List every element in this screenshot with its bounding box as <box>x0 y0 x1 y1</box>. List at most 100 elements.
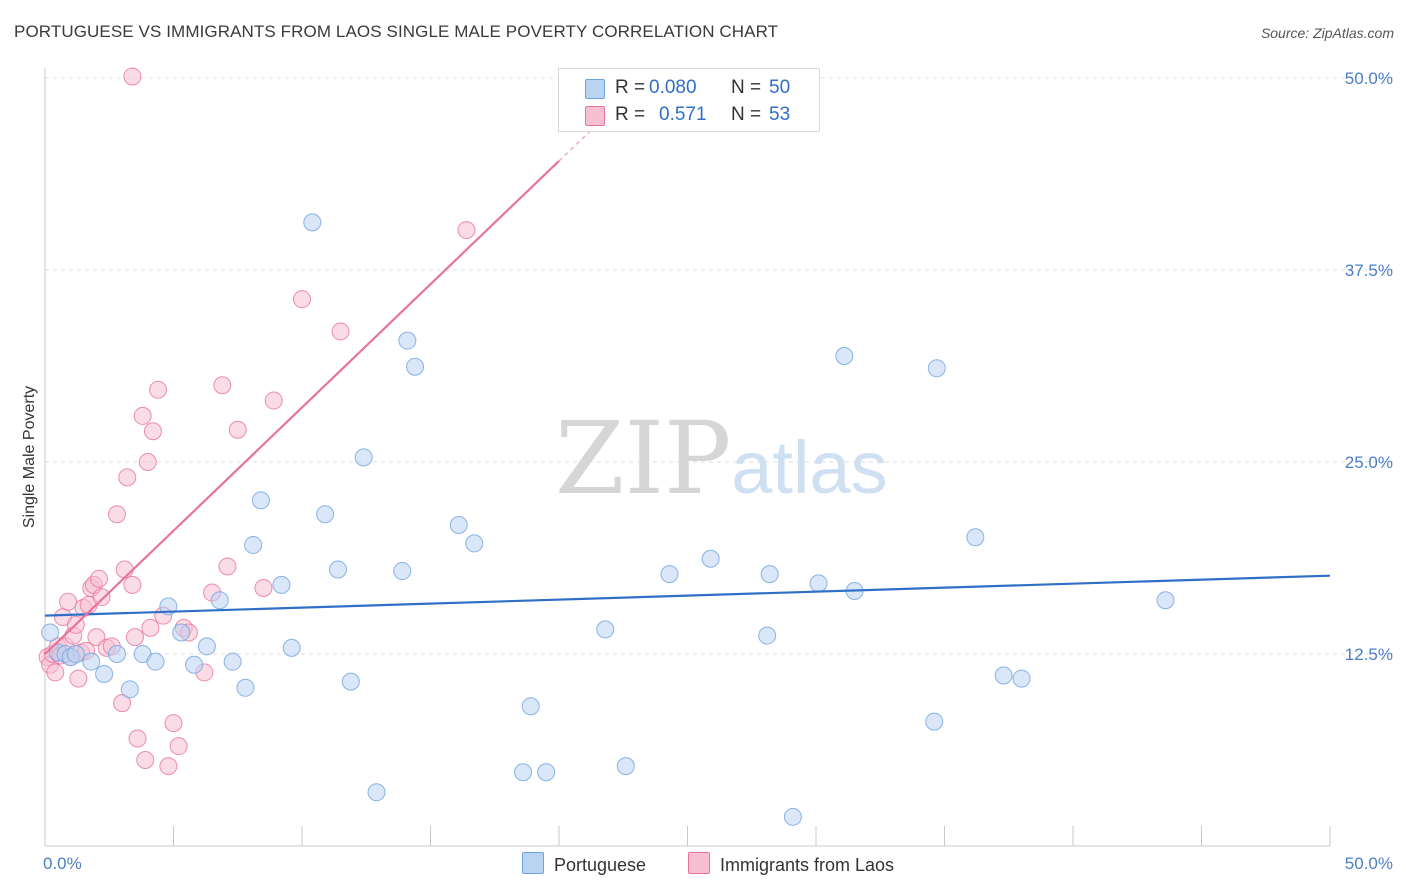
point-portuguese <box>701 549 720 568</box>
point-laos <box>59 592 78 611</box>
point-portuguese <box>367 783 386 802</box>
point-portuguese <box>185 655 204 674</box>
r-value: 0.571 <box>659 104 707 125</box>
point-portuguese <box>1156 591 1175 610</box>
trendline-laos <box>44 160 560 655</box>
point-portuguese <box>303 213 322 232</box>
point-portuguese <box>616 757 635 776</box>
point-portuguese <box>107 645 126 663</box>
trend-lines <box>44 123 1331 655</box>
point-portuguese <box>966 528 985 547</box>
point-portuguese <box>809 574 828 593</box>
tick-labels: 12.5% 25.0% 37.5% 50.0% 0.0% 50.0% <box>43 69 1393 873</box>
point-laos <box>115 560 134 579</box>
point-laos <box>293 290 311 309</box>
legend-item-laos[interactable]: Immigrants from Laos <box>688 852 894 876</box>
point-portuguese <box>465 534 484 553</box>
legend-swatch-laos <box>688 852 710 874</box>
r-label: R = <box>615 104 646 125</box>
y-tick-label: 37.5% <box>1345 261 1393 280</box>
point-portuguese <box>398 331 417 350</box>
point-portuguese <box>146 652 165 671</box>
point-laos <box>118 468 137 487</box>
stats-legend: R = 0.080 N = 50 R = 0.571 N = 53 <box>558 68 820 132</box>
point-laos <box>218 557 237 576</box>
point-portuguese <box>282 638 301 657</box>
x-tick-label: 0.0% <box>43 854 82 873</box>
point-portuguese <box>1012 669 1031 688</box>
series-portuguese-points <box>41 213 1175 826</box>
r-value: 0.080 <box>649 77 697 98</box>
point-laos <box>138 453 157 471</box>
point-portuguese <box>41 623 60 642</box>
r-label: R = <box>615 77 646 98</box>
point-portuguese <box>758 626 777 645</box>
point-laos <box>169 737 188 756</box>
y-tick-label: 12.5% <box>1345 645 1393 664</box>
point-portuguese <box>925 712 944 731</box>
point-portuguese <box>244 535 263 554</box>
point-laos <box>123 575 142 594</box>
gridlines <box>45 77 1395 655</box>
point-portuguese <box>120 680 139 699</box>
point-portuguese <box>316 505 335 524</box>
point-portuguese <box>514 763 533 782</box>
point-laos <box>457 221 476 240</box>
trendline-portuguese <box>44 574 1331 617</box>
point-laos <box>164 714 183 733</box>
n-value: 50 <box>769 77 791 98</box>
point-laos <box>228 420 247 439</box>
source-label: Source: ZipAtlas.com <box>1260 25 1394 41</box>
n-label: N = <box>731 77 762 98</box>
point-portuguese <box>82 652 101 671</box>
point-portuguese <box>660 565 679 584</box>
point-portuguese <box>521 697 540 716</box>
series-legend: Portuguese Immigrants from Laos <box>0 852 1406 876</box>
y-axis-label: Single Male Poverty <box>21 386 38 528</box>
n-label: N = <box>731 104 762 125</box>
trendline-laos-extension <box>558 123 599 162</box>
legend-label-portuguese: Portuguese <box>554 855 647 875</box>
point-portuguese <box>272 575 291 594</box>
point-laos <box>125 628 144 647</box>
point-portuguese <box>341 672 360 691</box>
point-portuguese <box>251 491 270 510</box>
point-laos <box>123 67 142 86</box>
point-laos <box>141 618 160 637</box>
point-laos <box>331 322 350 341</box>
watermark-zip: ZIP <box>555 400 732 517</box>
point-portuguese <box>66 645 85 663</box>
point-laos <box>264 391 283 410</box>
watermark-atlas: atlas <box>731 426 888 509</box>
point-portuguese <box>994 666 1013 685</box>
point-portuguese <box>172 623 191 642</box>
point-portuguese <box>760 565 779 584</box>
point-laos <box>136 750 155 769</box>
point-portuguese <box>354 448 373 467</box>
swatch-portuguese <box>585 79 605 99</box>
point-laos <box>254 578 273 597</box>
point-portuguese <box>835 347 854 366</box>
legend-item-portuguese[interactable]: Portuguese <box>522 852 646 876</box>
point-portuguese <box>328 560 347 579</box>
point-portuguese <box>596 620 615 639</box>
point-laos <box>143 422 162 441</box>
point-portuguese <box>95 664 114 683</box>
legend-label-laos: Immigrants from Laos <box>720 855 895 875</box>
watermark: ZIPatlas <box>555 400 888 517</box>
point-laos <box>133 406 152 425</box>
point-laos <box>149 380 168 399</box>
point-laos <box>213 376 232 395</box>
point-portuguese <box>927 359 946 378</box>
point-laos <box>46 663 65 682</box>
point-laos <box>107 505 126 524</box>
n-value: 53 <box>769 104 791 125</box>
point-laos <box>92 588 111 607</box>
x-tick-label: 50.0% <box>1345 854 1393 873</box>
point-portuguese <box>223 652 242 671</box>
point-laos <box>69 669 88 688</box>
legend-swatch-portuguese <box>522 852 544 874</box>
point-portuguese <box>449 515 468 534</box>
point-portuguese <box>783 807 802 826</box>
